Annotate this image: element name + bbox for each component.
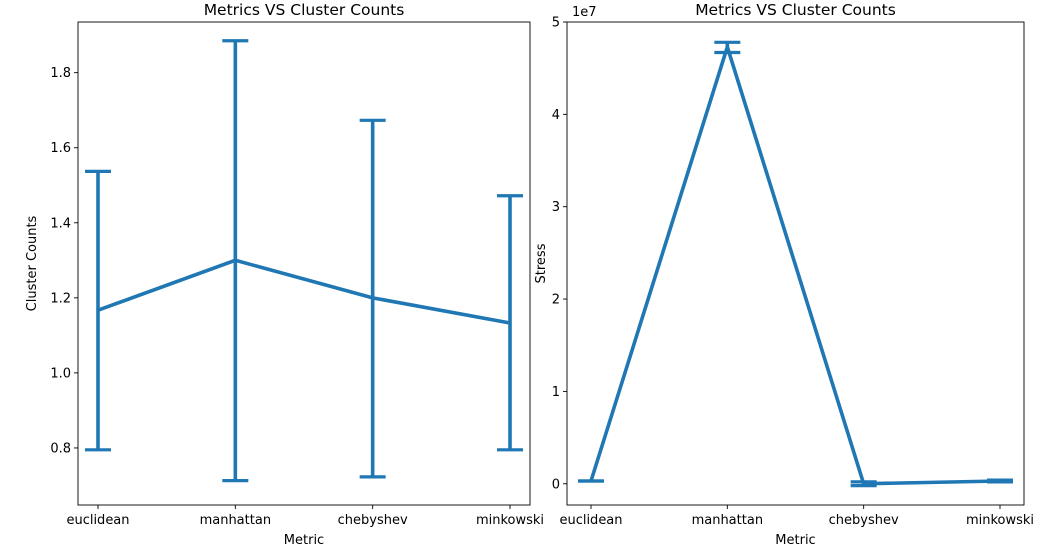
y-tick-label: 0.8 <box>50 441 71 456</box>
chart-panel-1: euclidean manhattan chebyshev minkowski 0.8 1… <box>25 1 544 548</box>
y-tick-label: 0 <box>552 477 560 492</box>
y-axis-label: Stress <box>534 243 549 283</box>
y-tick-label: 2 <box>552 293 560 308</box>
y-tick-label: 1.4 <box>50 216 71 231</box>
y-offset-label: 1e7 <box>572 5 597 20</box>
x-axis-label: Metric <box>284 533 324 548</box>
x-tick-label: chebyshev <box>338 513 408 528</box>
y-tick-label: 5 <box>552 16 560 31</box>
chart-panel-2: euclidean manhattan chebyshev minkowski 0 1 2 3… <box>534 1 1034 548</box>
y-axis-label: Cluster Counts <box>25 215 40 311</box>
plot-frame <box>77 21 531 506</box>
y-tick-label: 1.0 <box>50 366 71 381</box>
x-axis-label: Metric <box>775 533 815 548</box>
plot-frame <box>566 21 1025 506</box>
y-tick-label: 1.2 <box>50 291 71 306</box>
y-tick-label: 3 <box>552 200 560 215</box>
x-tick-label: chebyshev <box>829 513 899 528</box>
x-tick-label: manhattan <box>200 513 271 528</box>
y-tick-label: 1 <box>552 385 560 400</box>
x-tick-label: manhattan <box>692 513 763 528</box>
x-tick-label: euclidean <box>66 513 129 528</box>
x-tick-label: euclidean <box>559 513 622 528</box>
y-tick-label: 1.8 <box>50 66 71 81</box>
x-tick-label: minkowski <box>966 513 1034 528</box>
y-tick-label: 1.6 <box>50 141 71 156</box>
y-tick-label: 4 <box>552 108 560 123</box>
chart-title: Metrics VS Cluster Counts <box>695 1 896 19</box>
x-tick-label: minkowski <box>476 513 544 528</box>
series-line <box>97 258 511 325</box>
series-line <box>589 40 1001 486</box>
chart-title: Metrics VS Cluster Counts <box>204 1 405 19</box>
